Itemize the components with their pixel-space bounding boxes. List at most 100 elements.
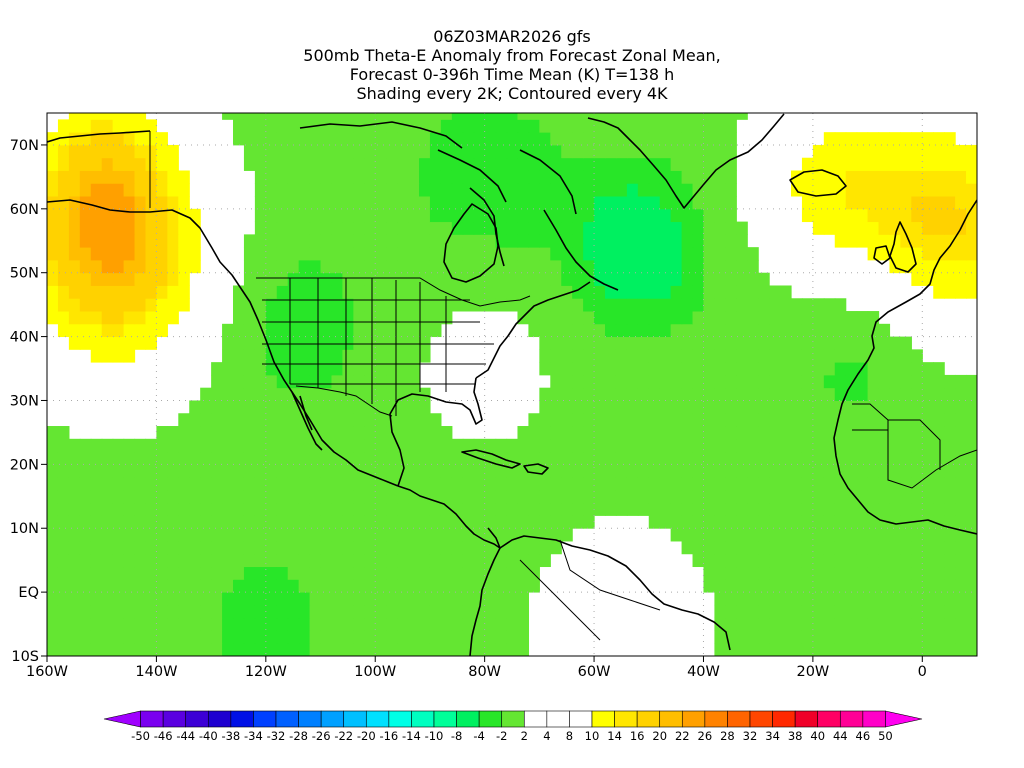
anomaly-cell (823, 400, 836, 414)
anomaly-cell (900, 592, 912, 606)
anomaly-cell (287, 643, 300, 656)
anomaly-cell (670, 221, 683, 235)
anomaly-cell (550, 323, 562, 338)
anomaly-cell (276, 349, 289, 363)
anomaly-cell (57, 617, 70, 631)
anomaly-cell (167, 311, 179, 325)
anomaly-cell (189, 643, 201, 656)
anomaly-cell (528, 113, 540, 120)
anomaly-cell (386, 221, 398, 235)
anomaly-cell (222, 502, 234, 516)
anomaly-cell (659, 208, 672, 223)
anomaly-cell (331, 311, 344, 325)
anomaly-cell (320, 489, 333, 504)
lat-tick-label: 40N (10, 330, 39, 346)
anomaly-cell (922, 489, 934, 504)
anomaly-cell (57, 234, 70, 248)
anomaly-cell (408, 132, 420, 146)
anomaly-cell (265, 119, 278, 133)
anomaly-cell (594, 132, 606, 146)
anomaly-cell (473, 157, 486, 171)
anomaly-cell (747, 247, 759, 261)
anomaly-cell (211, 400, 223, 414)
anomaly-cell (856, 208, 869, 223)
anomaly-cell (823, 630, 836, 644)
anomaly-cell (495, 438, 508, 453)
anomaly-cell (736, 221, 748, 235)
anomaly-cell (889, 144, 902, 159)
anomaly-cell (408, 113, 420, 120)
coast-greenland (587, 113, 785, 209)
anomaly-cell (626, 259, 639, 274)
anomaly-cell (703, 298, 716, 312)
anomaly-cell (911, 221, 923, 235)
anomaly-cell (211, 604, 223, 619)
anomaly-cell (605, 119, 617, 133)
anomaly-cell (791, 489, 803, 504)
anomaly-cell (900, 208, 912, 223)
anomaly-cell (211, 630, 223, 644)
anomaly-cell (955, 528, 967, 542)
anomaly-cell (167, 451, 179, 465)
anomaly-cell (714, 553, 726, 568)
anomaly-cell (506, 196, 519, 210)
anomaly-cell (320, 451, 333, 465)
anomaly-cell (648, 451, 661, 465)
anomaly-cell (222, 374, 234, 389)
anomaly-cell (462, 489, 475, 504)
anomaly-cell (397, 144, 409, 159)
anomaly-cell (364, 349, 376, 363)
anomaly-cell (375, 298, 387, 312)
anomaly-cell (320, 336, 333, 350)
anomaly-cell (47, 183, 59, 197)
anomaly-cell (298, 119, 311, 133)
anomaly-cell (506, 272, 519, 286)
anomaly-cell (867, 579, 880, 593)
anomaly-cell (189, 566, 201, 580)
anomaly-cell (878, 247, 891, 261)
anomaly-cell (648, 515, 661, 529)
anomaly-cell (429, 592, 442, 606)
anomaly-cell (386, 285, 398, 299)
anomaly-cell (243, 541, 256, 555)
anomaly-cell (440, 285, 453, 299)
anomaly-cell (243, 528, 256, 542)
anomaly-cell (889, 400, 902, 414)
anomaly-cell (626, 196, 639, 210)
anomaly-cell (375, 643, 387, 656)
anomaly-cell (189, 464, 201, 478)
anomaly-cell (254, 617, 267, 631)
anomaly-cell (736, 566, 748, 580)
anomaly-cell (200, 464, 212, 478)
anomaly-cell (375, 630, 387, 644)
anomaly-cell (550, 528, 562, 542)
anomaly-cell (966, 221, 977, 235)
anomaly-cell (780, 630, 792, 644)
anomaly-cell (780, 643, 792, 656)
anomaly-cell (156, 285, 168, 299)
anomaly-cell (364, 362, 376, 376)
anomaly-cell (276, 617, 289, 631)
anomaly-cell (167, 247, 179, 261)
anomaly-cell (429, 183, 442, 197)
anomaly-cell (47, 515, 59, 529)
anomaly-cell (637, 183, 650, 197)
anomaly-cell (123, 489, 136, 504)
anomaly-cell (353, 349, 365, 363)
anomaly-cell (254, 234, 267, 248)
anomaly-cell (364, 221, 376, 235)
anomaly-cell (703, 119, 716, 133)
anomaly-cell (375, 247, 387, 261)
anomaly-cell (769, 528, 781, 542)
anomaly-cell (626, 234, 639, 248)
anomaly-cell (648, 247, 661, 261)
anomaly-cell (659, 413, 672, 427)
anomaly-cell (320, 426, 333, 440)
anomaly-cell (714, 528, 726, 542)
anomaly-cell (659, 119, 672, 133)
anomaly-cell (419, 592, 431, 606)
coast-britain (873, 221, 917, 273)
anomaly-cell (550, 541, 562, 555)
anomaly-cell (495, 196, 508, 210)
